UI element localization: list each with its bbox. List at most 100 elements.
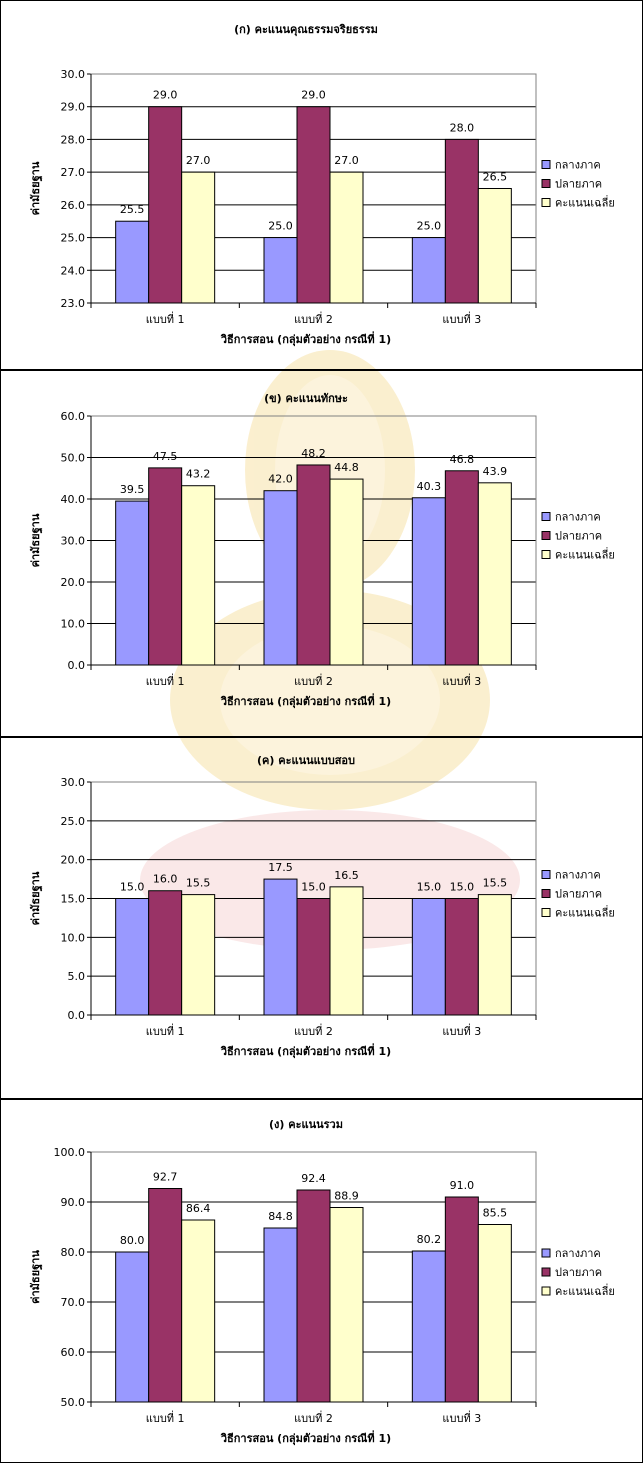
x-tick-label: แบบที่ 2 (294, 1410, 333, 1425)
bar-series-3-cat-1 (181, 485, 216, 666)
y-tick-label: 5.0 (68, 970, 86, 983)
y-tick-label: 23.0 (61, 297, 86, 310)
chart-panel-1: (ก) คะแนนคุณธรรมจริยธรรม 23.0 24.0 25.0 26.0… (0, 0, 643, 370)
bar-series-1-cat-1 (115, 1251, 150, 1403)
y-tick-label: 50.0 (61, 452, 86, 465)
x-tick-label: แบบที่ 2 (294, 673, 333, 688)
legend-swatch (541, 160, 551, 169)
bar-series-2-cat-2 (296, 898, 331, 1016)
bar-chart: (ค) คะแนนแบบสอบ 0.0 5.0 10.0 15.0 20.0 25.0 30.… (29, 754, 615, 1059)
bar-series-1-cat-3 (411, 497, 446, 666)
chart-panel-4: (ง) คะแนนรวม 50.0 60.0 70.0 80.0 90.0 100.0 80.… (0, 1099, 643, 1463)
y-tick-label: 20.0 (61, 576, 86, 589)
x-tick-label: แบบที่ 1 (146, 1023, 185, 1038)
y-tick-label: 29.0 (61, 101, 86, 114)
data-label: 40.3 (417, 480, 442, 493)
bar-series-3-cat-1 (181, 1219, 216, 1403)
bar-series-2-cat-1 (148, 1188, 183, 1403)
bar-series-1-cat-2 (263, 490, 298, 666)
y-tick-label: 30.0 (61, 535, 86, 548)
legend-swatch (541, 889, 551, 898)
data-label: 27.0 (334, 154, 359, 167)
data-label: 91.0 (450, 1179, 475, 1192)
y-tick-label: 25.0 (61, 815, 86, 828)
legend-swatch (541, 1248, 551, 1258)
legend-label: คะแนนเฉลี่ย (555, 195, 615, 210)
data-label: 85.5 (483, 1207, 508, 1220)
data-label: 92.7 (153, 1171, 178, 1184)
x-axis-label: วิธีการสอน (กลุ่มตัวอย่าง กรณีที่ 1) (220, 331, 391, 347)
data-label: 92.4 (301, 1172, 326, 1185)
bar-series-3-cat-2 (329, 1207, 364, 1403)
bar-series-2-cat-1 (148, 890, 183, 1016)
bar-series-3-cat-3 (477, 894, 512, 1016)
y-axis-label: ค่ามัธยฐาน (29, 871, 43, 925)
data-label: 80.2 (417, 1233, 442, 1246)
legend-swatch (541, 531, 551, 540)
y-tick-label: 20.0 (61, 854, 86, 867)
bar-series-1-cat-2 (263, 1227, 298, 1403)
bar-chart: (ข) คะแนนทักษะ 0.0 10.0 20.0 30.0 40.0 50.0 60.… (29, 392, 615, 709)
y-axis-label: ค่ามัธยฐาน (29, 161, 43, 215)
bar-series-2-cat-1 (148, 106, 183, 304)
data-label: 25.5 (120, 203, 145, 216)
y-tick-label: 60.0 (61, 410, 86, 423)
data-label: 26.5 (483, 171, 508, 184)
bar-series-3-cat-2 (329, 886, 364, 1016)
data-label: 44.8 (334, 461, 359, 474)
chart-title: (ง) คะแนนรวม (269, 1118, 343, 1131)
y-tick-label: 40.0 (61, 493, 86, 506)
y-tick-label: 80.0 (61, 1246, 86, 1259)
bar-series-2-cat-3 (444, 470, 479, 666)
bar-series-2-cat-1 (148, 467, 183, 666)
legend-swatch (541, 908, 551, 917)
legend-label: คะแนนเฉลี่ย (555, 905, 615, 920)
legend-label: กลางภาค (555, 511, 601, 524)
legend-swatch (541, 550, 551, 559)
legend-label: กลางภาค (555, 1247, 601, 1260)
y-tick-label: 30.0 (61, 776, 86, 789)
y-tick-label: 0.0 (68, 659, 86, 672)
data-label: 46.8 (450, 453, 475, 466)
bar-series-3-cat-3 (477, 482, 512, 666)
y-tick-label: 30.0 (61, 68, 86, 81)
bar-series-3-cat-2 (329, 171, 364, 304)
bar-series-3-cat-3 (477, 188, 512, 304)
data-label: 84.8 (268, 1210, 293, 1223)
x-tick-label: แบบที่ 2 (294, 311, 333, 326)
data-label: 43.2 (186, 468, 211, 481)
y-tick-label: 26.0 (61, 199, 86, 212)
y-tick-label: 70.0 (61, 1296, 86, 1309)
data-label: 15.0 (450, 881, 475, 894)
legend-swatch (541, 179, 551, 188)
data-label: 16.5 (334, 869, 359, 882)
bar-chart: (ง) คะแนนรวม 50.0 60.0 70.0 80.0 90.0 100.0 80.… (29, 1118, 615, 1446)
data-label: 16.0 (153, 873, 178, 886)
chart-title: (ก) คะแนนคุณธรรมจริยธรรม (234, 23, 378, 37)
x-tick-label: แบบที่ 3 (442, 1410, 481, 1425)
legend-label: ปลายภาค (555, 178, 602, 191)
data-label: 48.2 (301, 447, 326, 460)
x-axis-label: วิธีการสอน (กลุ่มตัวอย่าง กรณีที่ 1) (220, 1043, 391, 1059)
legend-swatch (541, 1286, 551, 1296)
bar-chart: (ก) คะแนนคุณธรรมจริยธรรม 23.0 24.0 25.0 26.0… (29, 23, 615, 347)
bar-series-1-cat-3 (411, 1250, 446, 1403)
chart-panel-2: (ข) คะแนนทักษะ 0.0 10.0 20.0 30.0 40.0 50.0 60.… (0, 370, 643, 737)
data-label: 15.0 (301, 881, 326, 894)
bar-series-2-cat-3 (444, 138, 479, 304)
data-label: 25.0 (417, 220, 442, 233)
y-tick-label: 60.0 (61, 1346, 86, 1359)
y-tick-label: 28.0 (61, 133, 86, 146)
data-label: 80.0 (120, 1234, 145, 1247)
legend-label: ปลายภาค (555, 1266, 602, 1279)
legend-label: ปลายภาค (555, 888, 602, 901)
data-label: 47.5 (153, 450, 178, 463)
y-tick-label: 27.0 (61, 166, 86, 179)
bar-series-2-cat-2 (296, 464, 331, 666)
x-tick-label: แบบที่ 1 (146, 311, 185, 326)
x-tick-label: แบบที่ 2 (294, 1023, 333, 1038)
bar-series-2-cat-2 (296, 106, 331, 304)
y-tick-label: 90.0 (61, 1196, 86, 1209)
